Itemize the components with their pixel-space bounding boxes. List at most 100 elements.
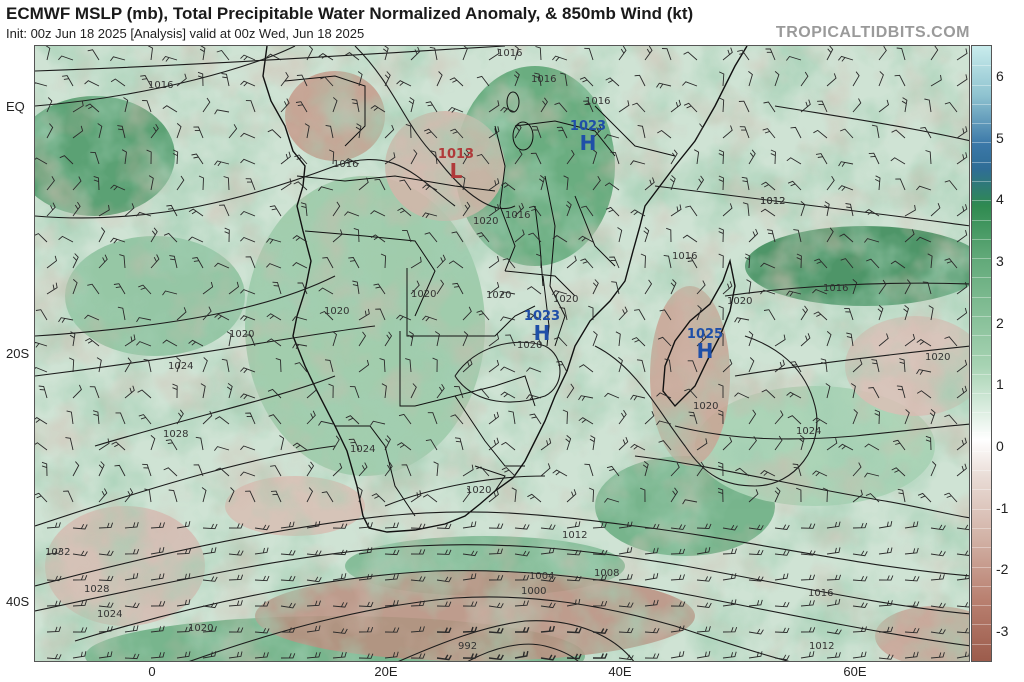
colorbar-band-line	[972, 180, 991, 182]
wind-barb	[644, 411, 655, 425]
wind-barb	[894, 74, 906, 87]
wind-barb	[928, 305, 934, 321]
wind-barb	[451, 231, 464, 243]
wind-barb	[355, 123, 362, 139]
colorbar-band-line	[972, 489, 991, 491]
wind-barb	[630, 394, 646, 401]
wind-barb	[890, 260, 906, 269]
wind-barb	[826, 46, 834, 61]
wind-barb	[280, 653, 296, 659]
wind-barb	[221, 73, 230, 87]
wind-barb	[318, 186, 334, 192]
wind-barb	[163, 232, 178, 243]
wind-barb	[476, 153, 490, 165]
wind-barb	[138, 284, 152, 295]
wind-barb	[98, 626, 113, 633]
wind-barb	[410, 280, 420, 295]
wind-barb	[500, 182, 516, 191]
wind-barb	[787, 415, 802, 425]
wind-barb	[658, 440, 672, 451]
wind-barb	[511, 487, 517, 503]
wind-barb	[922, 281, 932, 295]
wind-barb	[297, 282, 308, 295]
wind-barb	[890, 157, 906, 165]
wind-barb	[526, 313, 542, 321]
wind-barb	[904, 204, 916, 217]
wind-barb	[903, 305, 910, 321]
wind-barb	[852, 626, 867, 633]
colorbar-band-line	[972, 585, 991, 587]
wind-barb	[748, 489, 759, 503]
wind-barb	[904, 409, 910, 425]
wind-barb	[408, 97, 415, 113]
wind-barb	[618, 547, 633, 555]
wind-barb	[197, 71, 204, 87]
wind-barb	[800, 651, 815, 659]
wind-barb	[176, 599, 191, 607]
wind-barb	[540, 602, 556, 609]
wind-barb	[722, 651, 737, 659]
wind-barb	[514, 46, 519, 61]
wind-barb	[254, 601, 270, 607]
wind-barb	[579, 76, 594, 87]
wind-barb	[202, 576, 218, 582]
wind-barb	[358, 359, 370, 373]
wind-barb	[306, 410, 316, 425]
wind-barb	[46, 548, 61, 555]
wind-barb	[449, 77, 464, 87]
wind-barb	[136, 341, 152, 347]
isobar-label: 1012	[760, 196, 786, 207]
wind-barb	[358, 626, 374, 633]
wind-barb	[916, 369, 932, 375]
colorbar-band-line	[972, 431, 991, 433]
wind-barb	[500, 106, 516, 113]
wind-barb	[488, 575, 504, 581]
wind-barb	[592, 149, 598, 165]
wind-barb	[685, 257, 698, 269]
wind-barb	[228, 487, 235, 503]
wind-barb	[254, 628, 270, 634]
wind-barb	[618, 436, 629, 451]
isobar-label: 1016	[808, 588, 834, 599]
wind-barb	[358, 547, 373, 555]
wind-barb	[370, 210, 386, 217]
wind-barb	[904, 547, 919, 555]
wind-barb	[58, 317, 74, 323]
wind-barb	[375, 308, 386, 321]
high-pressure-center: 1023 H	[568, 120, 608, 153]
wind-barb	[868, 387, 880, 399]
wind-barb	[176, 357, 181, 373]
wind-barb	[734, 317, 750, 324]
wind-barb	[605, 206, 620, 217]
wind-barb	[874, 409, 880, 425]
isobar-label: 1020	[473, 216, 499, 227]
wind-barb	[224, 227, 230, 243]
wind-barb	[98, 522, 114, 529]
wind-barb	[150, 227, 158, 243]
wind-barb	[530, 152, 542, 165]
wind-barb	[90, 151, 100, 165]
wind-barb	[670, 99, 682, 113]
wind-barb	[214, 313, 230, 321]
wind-barb	[684, 388, 698, 399]
wind-barb	[822, 487, 828, 503]
wind-barb	[956, 281, 968, 295]
wind-barb	[871, 124, 880, 139]
wind-barb	[534, 72, 542, 87]
wind-barb	[878, 99, 890, 113]
wind-barb	[800, 550, 816, 556]
wind-barb	[176, 573, 191, 581]
wind-barb	[98, 651, 113, 659]
pressure-center-value: 1023	[569, 119, 607, 134]
colorbar-band-line	[972, 277, 991, 279]
wind-barb	[592, 653, 608, 659]
isobar-label: 1016	[148, 80, 174, 91]
wind-barb	[113, 283, 126, 295]
wind-barb	[878, 600, 893, 607]
wind-barb	[270, 490, 282, 503]
wind-barb	[670, 204, 682, 217]
wind-barb	[864, 209, 880, 217]
wind-barb	[793, 229, 802, 243]
wind-barb	[592, 331, 598, 347]
wind-barb	[240, 54, 256, 61]
